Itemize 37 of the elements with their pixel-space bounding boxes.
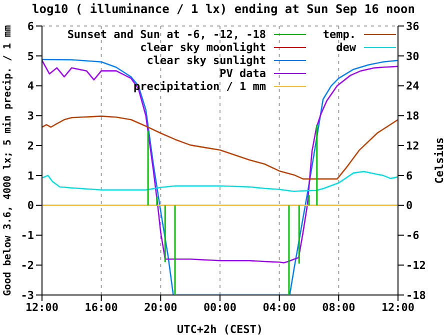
x-tick-label: 20:00 xyxy=(144,300,178,314)
legend-label: clear sky moonlight xyxy=(139,41,266,54)
x-tick-label: 04:00 xyxy=(262,300,296,314)
y2-tick-label: 12 xyxy=(406,139,420,152)
legend-label: Sunset and Sun at -6, -12, -18 xyxy=(66,28,266,41)
y-tick-label: 4 xyxy=(27,80,34,93)
y2-tick-label: 36 xyxy=(406,20,420,33)
chart-title: log10 ( illuminance / 1 lx) ending at Sun Sep 16 noon xyxy=(31,2,416,16)
x-tick-label: 12:00 xyxy=(381,300,415,314)
y-tick-label: 2 xyxy=(27,139,34,152)
y-tick-label: 5 xyxy=(27,50,34,63)
y2-tick-label: 18 xyxy=(406,110,420,123)
y-tick-label: 1 xyxy=(27,169,34,182)
y2-axis-title: Celsius xyxy=(432,137,446,184)
y2-tick-label: 30 xyxy=(406,50,420,63)
y2-tick-label: -18 xyxy=(406,288,426,302)
x-axis-title: UTC+2h (CEST) xyxy=(176,323,264,335)
y2-tick-label: 24 xyxy=(406,80,420,93)
legend-label: dew xyxy=(335,41,356,54)
y-tick-label: -1 xyxy=(20,229,34,242)
y-tick-label: -3 xyxy=(20,288,34,302)
legend-label: PV data xyxy=(219,67,266,80)
x-tick-label: 08:00 xyxy=(322,300,356,314)
y-axis-title: Good below 3.6, 4000 lx; 5 min precip. / 1 mm xyxy=(2,25,14,296)
x-tick-label: 16:00 xyxy=(84,300,118,314)
y-tick-label: 0 xyxy=(27,199,34,212)
y2-tick-label: 6 xyxy=(406,169,413,182)
x-tick-label: 00:00 xyxy=(203,300,237,314)
y2-tick-label: -6 xyxy=(406,229,420,242)
legend-label: clear sky sunlight xyxy=(146,54,266,67)
y-tick-label: 6 xyxy=(27,20,34,33)
y2-tick-label: 0 xyxy=(406,199,413,212)
y2-tick-label: -12 xyxy=(406,259,426,272)
y-tick-label: 3 xyxy=(27,110,34,123)
x-tick-label: 12:00 xyxy=(25,300,59,314)
legend-label: temp. xyxy=(322,28,356,41)
y-tick-label: -2 xyxy=(20,259,34,272)
